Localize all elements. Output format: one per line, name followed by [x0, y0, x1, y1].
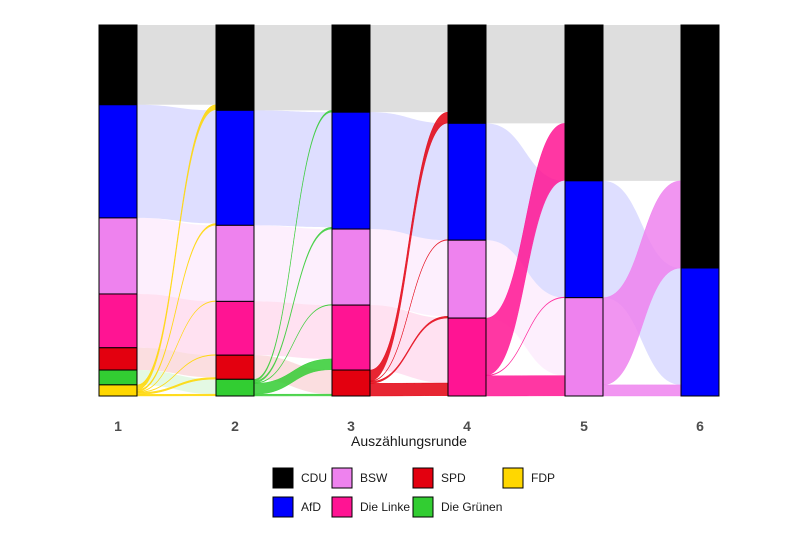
bar-afd-r3 [331, 111, 371, 230]
legend-key-afd [272, 496, 294, 518]
legend-label-afd: AfD [301, 500, 321, 514]
bar-die-linke-r4 [447, 317, 487, 397]
bar-die-linke-r3 [331, 304, 371, 371]
flow-layer [136, 25, 682, 397]
round-label-1: 1 [114, 418, 122, 434]
flow-cdu-r2 [254, 25, 332, 111]
round-label-6: 6 [696, 418, 704, 434]
flow-die-gruenen-r1 [137, 370, 216, 395]
legend: CDU BSW SPD FDP AfD Die Linke Die Grünen [272, 467, 555, 518]
transfer-spd-to-die-linke [369, 382, 449, 397]
bar-spd-r1 [98, 347, 138, 371]
transfer-die-gruenen-to-spd [253, 393, 333, 397]
flow-cdu-r5 [603, 25, 681, 181]
flow-cdu-r1 [137, 25, 216, 105]
flow-bsw-r3 [370, 229, 448, 317]
flow-afd-r1 [137, 104, 216, 224]
flow-cdu-r4 [486, 25, 565, 124]
round-label-4: 4 [463, 418, 471, 434]
bar-cdu-r3 [331, 24, 371, 113]
bar-die-gruenen-r1 [98, 369, 138, 386]
legend-label-die-gruenen: Die Grünen [441, 500, 502, 514]
bar-afd-r1 [98, 104, 138, 219]
flow-afd-r4 [486, 123, 565, 298]
legend-key-spd [412, 467, 434, 489]
flow-die-linke-r1 [137, 293, 216, 356]
round-label-5: 5 [580, 418, 588, 434]
bar-spd-r3 [331, 369, 371, 397]
bar-afd-r4 [447, 122, 487, 241]
bar-cdu-r1 [98, 24, 138, 106]
flow-afd-r2 [254, 110, 332, 228]
legend-label-spd: SPD [441, 471, 466, 485]
bar-layer [98, 24, 720, 397]
transfer-die-linke-to-bsw [485, 375, 566, 397]
x-axis-title: Auszählungsrunde [351, 433, 467, 449]
legend-key-fdp [502, 467, 524, 489]
transfer-fdp-to-die-gruenen [136, 393, 217, 397]
bar-bsw-r3 [331, 228, 371, 306]
bar-die-gruenen-r2 [215, 378, 255, 397]
flow-bsw-r2 [254, 225, 332, 306]
bar-die-linke-r2 [215, 300, 255, 356]
flow-bsw-r1 [137, 217, 216, 302]
flow-die-linke-r2 [254, 301, 332, 359]
legend-label-fdp: FDP [531, 471, 555, 485]
transfer-bsw-to-afd [602, 384, 682, 397]
round-labels: 1 2 3 4 5 6 [114, 418, 704, 434]
bar-die-linke-r1 [98, 293, 138, 349]
bar-cdu-r2 [215, 24, 255, 111]
round-label-3: 3 [347, 418, 355, 434]
legend-key-die-gruenen [412, 496, 434, 518]
bar-bsw-r1 [98, 217, 138, 295]
bar-afd-r6 [680, 267, 720, 397]
legend-key-die-linke [331, 496, 353, 518]
legend-label-bsw: BSW [360, 471, 388, 485]
bar-afd-r2 [215, 109, 255, 226]
bar-cdu-r6 [680, 24, 720, 269]
bar-fdp-r1 [98, 384, 138, 397]
bar-bsw-r4 [447, 239, 487, 319]
bar-afd-r5 [564, 180, 604, 299]
flow-cdu-r3 [370, 25, 448, 113]
legend-key-bsw [331, 467, 353, 489]
round-label-2: 2 [231, 418, 239, 434]
bar-cdu-r5 [564, 24, 604, 182]
bar-spd-r2 [215, 354, 255, 380]
legend-label-die-linke: Die Linke [360, 500, 410, 514]
bar-bsw-r5 [564, 297, 604, 397]
bar-cdu-r4 [447, 24, 487, 124]
flow-bsw-r4 [486, 240, 565, 376]
bar-bsw-r2 [215, 224, 255, 302]
legend-label-cdu: CDU [301, 471, 327, 485]
legend-key-cdu [272, 467, 294, 489]
